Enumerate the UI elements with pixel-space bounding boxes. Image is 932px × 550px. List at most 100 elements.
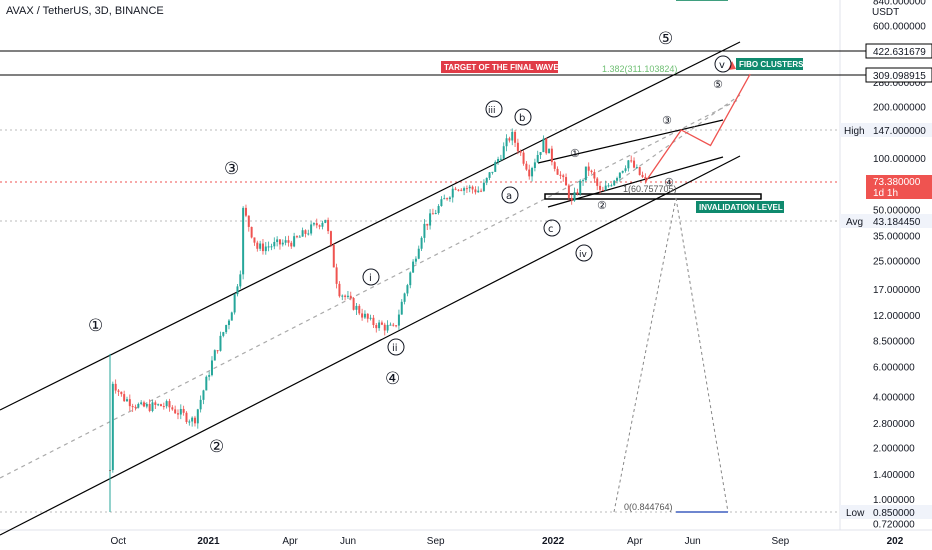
candle-body [253, 237, 256, 243]
target-tag[interactable] [441, 61, 558, 73]
candle-body [397, 314, 400, 326]
candle-body [344, 295, 347, 297]
candle-body [324, 219, 327, 223]
candle-body [548, 148, 551, 154]
candle-body [174, 409, 177, 414]
last-price-tag[interactable] [866, 175, 932, 199]
x-tick-label: Sep [771, 536, 789, 547]
candle-body [380, 322, 383, 325]
y-tick-label: 1.400000 [873, 470, 915, 481]
candle-body [264, 246, 267, 252]
candle-body [270, 246, 273, 248]
candle-body [590, 170, 593, 173]
candle-body [179, 408, 182, 415]
candle-body [565, 177, 568, 186]
y-axis-ticks: 840.000000 600.000000 280.000000 200.000000… [873, 0, 926, 530]
candle-body [536, 154, 539, 163]
candle-body [533, 162, 536, 168]
candle-body [111, 383, 114, 471]
candle-body [259, 243, 262, 249]
projection-path[interactable] [644, 73, 751, 183]
candle-body [341, 295, 344, 297]
candle-body [463, 188, 466, 191]
candle-body [159, 404, 162, 407]
y-tick-label: 600.000000 [873, 21, 926, 32]
candle-body [196, 409, 199, 424]
sub-2-label: ② [597, 199, 607, 212]
candle-body [295, 236, 298, 238]
low-tag [840, 505, 868, 519]
candle-body [616, 178, 619, 181]
elliott-channel[interactable] [0, 41, 741, 536]
candle-body [366, 313, 369, 319]
horizontal-guides [0, 129, 840, 513]
candle-body [120, 391, 123, 395]
candle-body [437, 206, 440, 214]
fibo-tag[interactable] [736, 58, 803, 70]
candle-body [451, 188, 454, 198]
candle-body [485, 177, 488, 183]
candle-body [488, 172, 491, 178]
candle-body [273, 241, 276, 247]
candle-body [528, 169, 531, 177]
candle-body [329, 231, 332, 245]
candle-body [321, 222, 324, 227]
candle-body [222, 332, 225, 336]
candle-body [312, 223, 315, 225]
invalidation-box[interactable] [544, 193, 762, 200]
avg-value-tag [868, 214, 932, 228]
y-tick-label: 17.000000 [873, 285, 921, 296]
level-309-value: 309.098915 [873, 71, 926, 82]
symbol-title[interactable]: AVAX / TetherUS, 3D, BINANCE [6, 5, 164, 17]
invalidation-tag[interactable] [696, 201, 784, 213]
x-tick-label: Sep [427, 536, 445, 547]
y-tick-label: 2.000000 [873, 444, 915, 455]
candle-body [426, 223, 429, 226]
channel-lower-line [0, 155, 741, 536]
high-label: High [844, 126, 865, 137]
wave-labels: ① ② ③ ④ ⑤ i ii iii iv v a b c ① ② ③ ④ ⑤ [88, 29, 732, 457]
candle-body [327, 219, 330, 232]
candle-body [236, 286, 239, 295]
candle-body [604, 185, 607, 191]
sub-3-label: ③ [662, 114, 672, 127]
candle-body [225, 325, 228, 333]
candle-body [142, 402, 145, 407]
candle-body [117, 390, 120, 392]
candle-body [576, 192, 579, 194]
candle-body [304, 230, 307, 234]
level-422-marker[interactable] [865, 43, 932, 59]
fib-1382-label: 1.382(311.103824) [602, 64, 677, 74]
candle-body [256, 242, 259, 249]
fib-triangle[interactable] [613, 197, 729, 513]
candle-body [361, 313, 364, 318]
candle-body [522, 152, 525, 164]
candle-body [633, 160, 636, 168]
price-axis-panel[interactable] [840, 0, 932, 550]
candle-body [276, 239, 279, 242]
candle-body [644, 176, 647, 179]
y-tick-label: 100.000000 [873, 154, 926, 165]
candle-body [630, 160, 633, 162]
svg-text:a: a [506, 191, 512, 202]
countdown-value: 1d 1h [873, 188, 898, 199]
level-309-marker[interactable] [865, 67, 932, 83]
wave-iii-label: iii [485, 100, 503, 118]
candle-body [349, 295, 352, 299]
wave-4-label: ④ [385, 369, 400, 389]
candle-body [137, 403, 140, 408]
candle-body [545, 138, 548, 154]
candle-body [414, 258, 417, 262]
wave-a-label: a [501, 186, 519, 204]
candle-body [128, 399, 131, 407]
svg-text:b: b [519, 113, 525, 124]
candle-body [448, 197, 451, 200]
candles[interactable] [109, 128, 647, 513]
candle-body [369, 317, 372, 319]
candle-body [352, 298, 355, 310]
candle-body [641, 174, 644, 177]
candle-body [420, 237, 423, 249]
candle-body [482, 182, 485, 191]
candle-body [114, 383, 117, 391]
